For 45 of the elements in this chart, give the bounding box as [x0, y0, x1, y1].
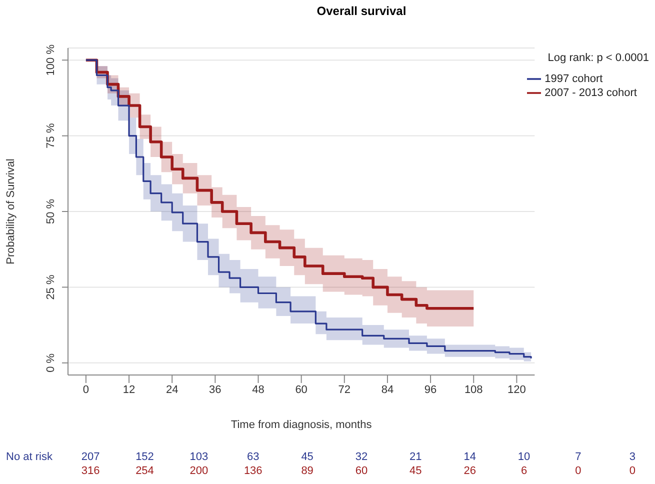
- y-tick-label: 25 %: [45, 274, 57, 300]
- text: Log rank: p < 0.0001: [548, 52, 649, 64]
- x-tick-label: 84: [381, 384, 394, 396]
- text: 14: [462, 451, 477, 463]
- text: 316: [80, 465, 101, 477]
- y-tick-label: 0 %: [45, 353, 57, 372]
- text: 21: [408, 451, 423, 463]
- legend-label: 1997 cohort: [544, 72, 603, 85]
- text: 32: [354, 451, 369, 463]
- text: 0: [574, 465, 582, 477]
- text: 45: [300, 451, 314, 463]
- text: 3: [628, 451, 636, 463]
- text: 6: [520, 465, 528, 477]
- x-tick-label: 48: [252, 384, 264, 396]
- text: 200: [188, 465, 210, 477]
- x-tick-label: 24: [166, 384, 178, 396]
- y-tick-label: 75 %: [45, 123, 57, 148]
- x-tick-label: 120: [508, 384, 526, 396]
- text: 103: [188, 451, 210, 463]
- chart-title: Overall survival: [316, 4, 408, 18]
- text: No at risk: [6, 451, 52, 463]
- text: 60: [354, 465, 369, 477]
- y-axis-title: Probability of Survival: [4, 158, 17, 264]
- text: 26: [462, 465, 477, 477]
- text: 136: [242, 465, 264, 477]
- text: 89: [300, 465, 314, 477]
- x-tick-label: 60: [295, 384, 308, 396]
- text: 152: [134, 451, 155, 463]
- text: 45: [408, 465, 423, 477]
- text: 0: [628, 465, 636, 477]
- text: 254: [134, 465, 155, 477]
- y-tick-label: 50 %: [45, 198, 57, 224]
- text: 7: [574, 451, 582, 463]
- x-tick-label: 96: [424, 384, 437, 396]
- x-axis-title: Time from diagnosis, months: [230, 419, 372, 431]
- text: 10: [516, 451, 532, 463]
- text: 63: [246, 451, 260, 463]
- legend-label: 2007 - 2013 cohort: [544, 86, 637, 99]
- text: 207: [80, 451, 101, 463]
- y-tick-label: 100 %: [45, 44, 57, 76]
- x-tick-label: 0: [82, 384, 90, 396]
- x-tick-label: 12: [122, 384, 136, 396]
- x-tick-label: 36: [209, 384, 222, 396]
- x-tick-label: 72: [338, 384, 351, 396]
- x-tick-label: 108: [464, 384, 483, 396]
